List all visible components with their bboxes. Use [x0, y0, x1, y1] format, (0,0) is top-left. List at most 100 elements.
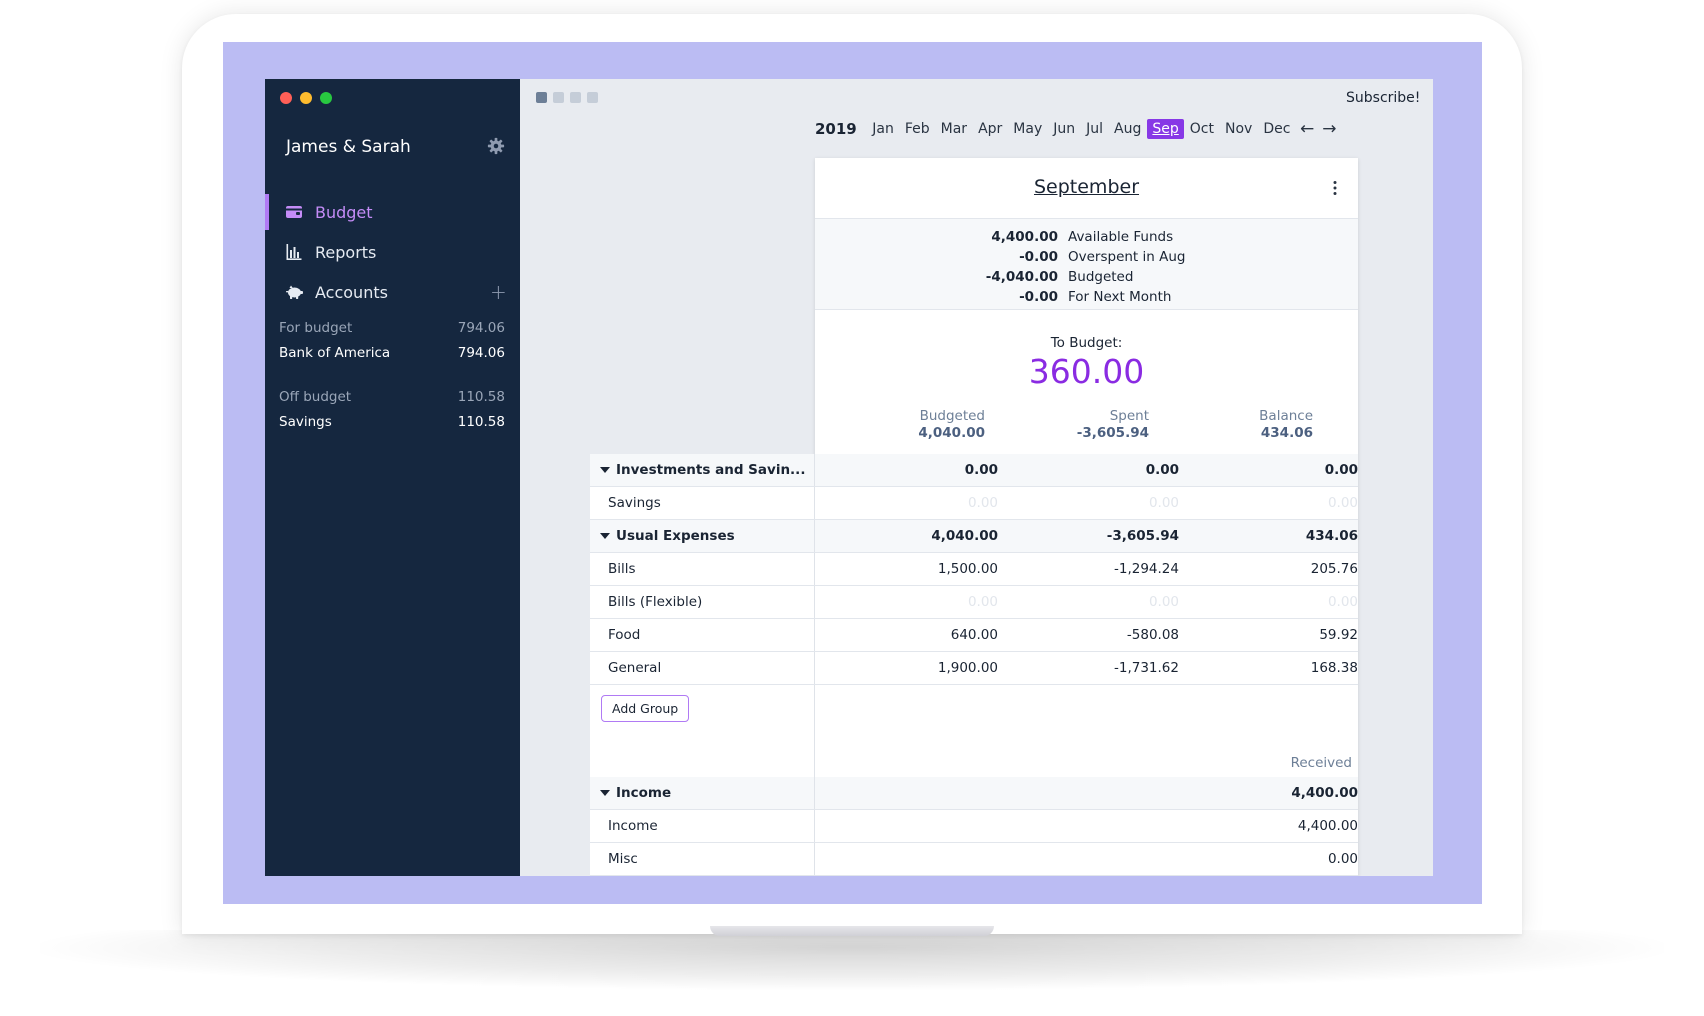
month-nov[interactable]: Nov [1224, 121, 1253, 137]
subscribe-link[interactable]: Subscribe! [1346, 90, 1421, 106]
month-may[interactable]: May [1013, 121, 1043, 137]
summary-label: Overspent in Aug [1068, 249, 1186, 265]
caret-down-icon[interactable] [600, 790, 610, 796]
budgeted-cell[interactable]: 0.00 [967, 495, 998, 511]
row-label: Usual Expenses [616, 528, 735, 544]
spent-cell: 0.00 [1145, 462, 1179, 478]
caret-down-icon[interactable] [600, 533, 610, 539]
tab-indicator[interactable] [570, 92, 581, 103]
table-row: Usual Expenses 4,040.00 -3,605.94 434.06 [590, 520, 1358, 553]
account-item[interactable]: Savings 110.58 [279, 409, 505, 434]
month-sep[interactable]: Sep [1147, 119, 1184, 139]
account-item[interactable]: Bank of America 794.06 [279, 340, 505, 365]
tab-indicator[interactable] [553, 92, 564, 103]
month-aug[interactable]: Aug [1114, 121, 1142, 137]
sidebar-item-accounts[interactable]: Accounts + [265, 272, 520, 312]
on-budget-header[interactable]: For budget 794.06 [279, 315, 505, 340]
row-cells: 4,400.00 [815, 777, 1358, 809]
summary-value: -0.00 [1019, 249, 1058, 265]
group-name[interactable]: Usual Expenses [590, 520, 815, 552]
spent-cell: -3,605.94 [1106, 528, 1179, 544]
budgeted-cell[interactable]: 1,500.00 [937, 561, 998, 577]
summary-label: Available Funds [1068, 229, 1174, 245]
row-cells: 4,400.00 [815, 810, 1358, 842]
group-name[interactable]: Investments and Savin... [590, 454, 815, 486]
month-mar[interactable]: Mar [940, 121, 968, 137]
app-window: James & Sarah Budget [265, 79, 1433, 876]
spent-cell[interactable]: 0.00 [1148, 495, 1179, 511]
balance-cell[interactable]: 59.92 [1319, 627, 1358, 643]
row-label: Income [616, 785, 672, 801]
tab-indicator[interactable] [536, 92, 547, 103]
to-budget-amount[interactable]: 360.00 [1028, 352, 1145, 391]
month-title[interactable]: September [1033, 176, 1140, 198]
received-cell: 0.00 [1327, 851, 1358, 867]
add-group-button[interactable]: Add Group [601, 695, 690, 722]
month-jun[interactable]: Jun [1053, 121, 1076, 137]
maximize-window-button[interactable] [320, 92, 332, 104]
off-budget-label: Off budget [279, 388, 352, 405]
row-cells: 0.00 0.00 0.00 [815, 586, 1358, 618]
gear-icon[interactable] [487, 137, 505, 155]
close-window-button[interactable] [280, 92, 292, 104]
spent-cell[interactable]: 0.00 [1148, 594, 1179, 610]
category-name[interactable]: Bills [590, 553, 815, 585]
balance-cell[interactable]: 0.00 [1327, 495, 1358, 511]
summary-row: -4,040.00 Budgeted [815, 267, 1358, 287]
summary-row: 4,400.00 Available Funds [815, 227, 1358, 247]
table-row: Investments and Savin... 0.00 0.00 0.00 [590, 454, 1358, 487]
balance-cell[interactable]: 168.38 [1310, 660, 1358, 676]
laptop-shadow [40, 930, 1664, 990]
spent-cell[interactable]: -1,294.24 [1114, 561, 1179, 577]
received-column-header: Received [1290, 755, 1352, 771]
sidebar-item-budget[interactable]: Budget [265, 192, 520, 232]
budget-table: Investments and Savin... 0.00 0.00 0.00 … [590, 454, 1358, 876]
category-name[interactable]: General [590, 652, 815, 684]
balance-cell[interactable]: 205.76 [1310, 561, 1358, 577]
category-name[interactable]: Misc [590, 843, 815, 875]
table-row: Income 4,400.00 [590, 777, 1358, 810]
account-balance: 110.58 [457, 413, 505, 430]
month-oct[interactable]: Oct [1189, 121, 1214, 137]
budget-summary: 4,400.00 Available Funds -0.00 Overspent… [815, 218, 1358, 310]
budget-name[interactable]: James & Sarah [286, 137, 411, 157]
month-jan[interactable]: Jan [872, 121, 894, 137]
month-jul[interactable]: Jul [1086, 121, 1104, 137]
laptop-notch [710, 926, 994, 936]
group-name[interactable]: Income [590, 777, 815, 809]
sidebar-item-label: Accounts [315, 282, 388, 302]
month-navigation: ← → [1300, 119, 1337, 139]
category-name[interactable]: Savings [590, 487, 815, 519]
column-label: Spent [1109, 408, 1149, 424]
arrow-right-icon[interactable]: → [1322, 119, 1337, 139]
window-controls [280, 92, 332, 104]
spent-cell[interactable]: -580.08 [1126, 627, 1179, 643]
category-name[interactable]: Bills (Flexible) [590, 586, 815, 618]
month-dec[interactable]: Dec [1263, 121, 1291, 137]
summary-value: -0.00 [1019, 289, 1058, 305]
balance-cell[interactable]: 0.00 [1327, 594, 1358, 610]
budgeted-cell[interactable]: 0.00 [967, 594, 998, 610]
spent-cell[interactable]: -1,731.62 [1114, 660, 1179, 676]
category-name[interactable]: Income [590, 810, 815, 842]
minimize-window-button[interactable] [300, 92, 312, 104]
budgeted-cell[interactable]: 1,900.00 [937, 660, 998, 676]
category-name[interactable]: Food [590, 619, 815, 651]
more-options-icon[interactable] [1332, 180, 1338, 196]
column-total: 4,040.00 [918, 425, 985, 441]
row-cells: 4,040.00 -3,605.94 434.06 [815, 520, 1358, 552]
summary-value: 4,400.00 [991, 229, 1058, 245]
sidebar-item-reports[interactable]: Reports [265, 232, 520, 272]
caret-down-icon[interactable] [600, 467, 610, 473]
month-apr[interactable]: Apr [978, 121, 1003, 137]
account-name: Savings [279, 413, 332, 430]
to-budget-label: To Budget: [1050, 335, 1123, 351]
summary-row: -0.00 For Next Month [815, 287, 1358, 307]
month-feb[interactable]: Feb [904, 121, 930, 137]
arrow-left-icon[interactable]: ← [1300, 119, 1315, 139]
off-budget-header[interactable]: Off budget 110.58 [279, 384, 505, 409]
add-account-icon[interactable]: + [490, 280, 507, 304]
tab-indicator[interactable] [587, 92, 598, 103]
row-cells: 640.00 -580.08 59.92 [815, 619, 1358, 651]
budgeted-cell[interactable]: 640.00 [950, 627, 998, 643]
